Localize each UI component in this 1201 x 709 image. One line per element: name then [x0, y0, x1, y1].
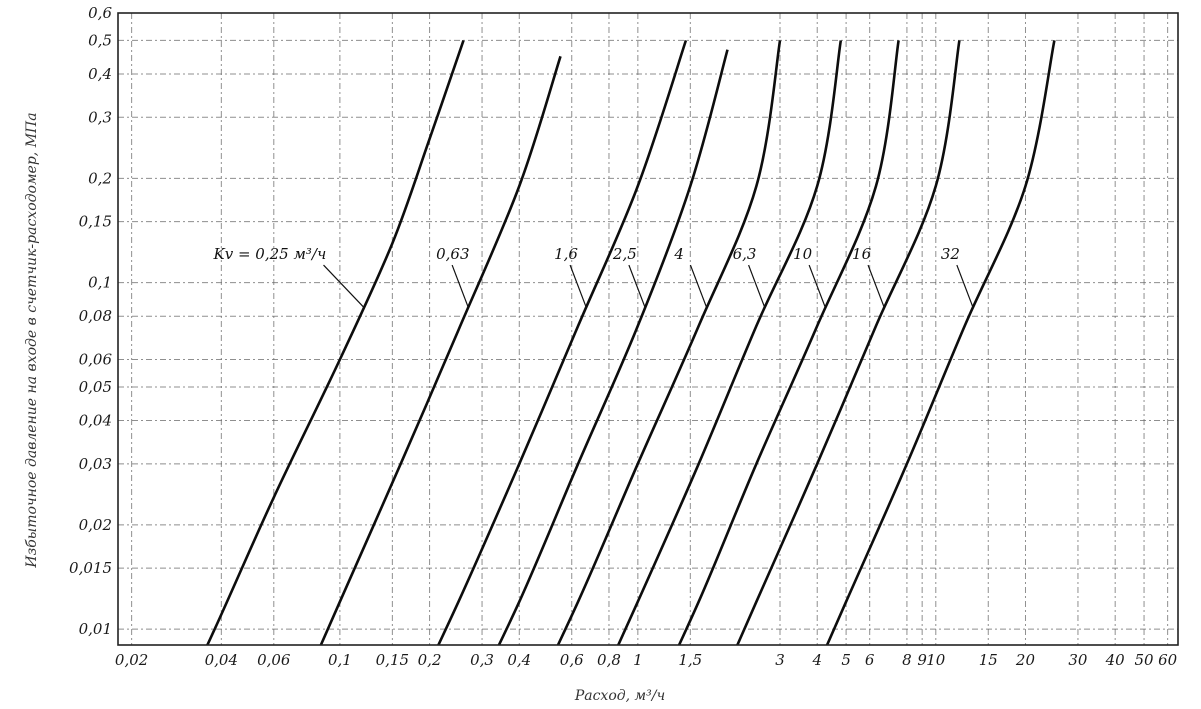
y-axis-title: Избыточное давление на входе в счетчик-р… — [24, 112, 40, 568]
x-tick-label: 1,5 — [678, 651, 702, 669]
x-tick-label: 0,6 — [560, 651, 584, 669]
y-tick-label: 0,3 — [88, 108, 112, 126]
series-label-7: 16 — [852, 245, 872, 263]
y-tick-label: 0,03 — [79, 455, 112, 473]
series-line-8 — [825, 40, 1056, 645]
y-tick-label: 0,5 — [88, 31, 112, 49]
x-tick-label: 30 — [1068, 651, 1088, 669]
x-tick-label: 1 — [633, 651, 643, 669]
y-tick-labels: 0,6 0,5 0,4 0,3 0,2 0,15 0,1 0,08 0,06 0,05 0,04 0,… — [69, 4, 112, 638]
series-line-0 — [205, 39, 465, 645]
series-line-3 — [497, 49, 729, 645]
series-label-6: 10 — [793, 245, 813, 263]
x-tick-label: 9 — [917, 651, 927, 669]
series-line-7 — [735, 40, 961, 645]
y-tick-label: 0,06 — [79, 351, 113, 369]
leader-line — [569, 264, 587, 308]
x-tick-labels: 0,02 0,04 0,06 0,1 0,15 0,2 0,3 0,4 0,6 0,8 1 1,5 3 4… — [115, 651, 1178, 669]
y-tick-label: 0,4 — [88, 65, 112, 83]
series-line-4 — [556, 40, 782, 645]
y-tick-label: 0,02 — [79, 516, 112, 534]
grid — [118, 12, 1178, 645]
plot-frame — [117, 12, 1179, 646]
leader-line — [748, 264, 766, 308]
x-tick-label: 10 — [926, 651, 946, 669]
leader-line — [808, 264, 826, 308]
x-tick-label: 60 — [1158, 651, 1178, 669]
x-tick-label: 6 — [865, 651, 875, 669]
curve-leader-lines — [323, 264, 974, 308]
y-tick-label: 0,1 — [88, 274, 112, 292]
x-tick-label: 8 — [902, 651, 912, 669]
y-tick-label: 0,05 — [79, 378, 112, 396]
x-tick-label: 0,04 — [205, 651, 238, 669]
x-tick-label: 50 — [1135, 651, 1155, 669]
y-tick-label: 0,04 — [79, 412, 112, 430]
series-label-2: 1,6 — [554, 245, 578, 263]
series-label-5: 6,3 — [733, 245, 757, 263]
x-axis-title: Расход, м³/ч — [574, 688, 665, 704]
series-line-1 — [319, 55, 562, 645]
x-tick-label: 0,3 — [470, 651, 494, 669]
x-tick-label: 3 — [775, 651, 785, 669]
x-tick-label: 0,1 — [328, 651, 352, 669]
y-tick-label: 0,15 — [79, 213, 112, 231]
series-line-2 — [436, 39, 688, 645]
series-line-5 — [616, 40, 843, 645]
leader-line — [867, 264, 885, 308]
curves — [205, 39, 1056, 645]
leader-line — [628, 264, 646, 308]
x-tick-label: 5 — [841, 651, 851, 669]
x-tick-label: 0,4 — [507, 651, 531, 669]
y-tick-label: 0,2 — [88, 169, 112, 187]
x-tick-label: 0,02 — [115, 651, 148, 669]
x-tick-label: 0,06 — [257, 651, 291, 669]
leader-line — [323, 264, 364, 308]
series-label-0: Kv = 0,25 м³/ч — [213, 245, 327, 263]
leader-line — [451, 264, 469, 308]
x-tick-label: 20 — [1015, 651, 1036, 669]
curve-labels: Kv = 0,25 м³/ч 0,63 1,6 2,5 4 6,3 10 16 32 — [213, 245, 960, 263]
series-line-6 — [677, 40, 900, 645]
x-tick-label: 15 — [979, 651, 998, 669]
x-tick-label: 40 — [1105, 651, 1126, 669]
y-tick-label: 0,6 — [88, 4, 112, 22]
y-tick-label: 0,01 — [79, 620, 112, 638]
series-label-8: 32 — [941, 245, 960, 263]
series-label-4: 4 — [673, 245, 684, 263]
x-tick-label: 0,2 — [418, 651, 442, 669]
x-tick-label: 4 — [811, 651, 822, 669]
series-label-1: 0,63 — [436, 245, 469, 263]
x-tick-label: 0,8 — [597, 651, 621, 669]
series-label-3: 2,5 — [612, 245, 637, 263]
x-tick-label: 0,15 — [376, 651, 409, 669]
y-tick-label: 0,015 — [69, 559, 112, 577]
leader-line — [689, 264, 707, 308]
leader-line — [956, 264, 974, 308]
y-tick-label: 0,08 — [79, 307, 112, 325]
